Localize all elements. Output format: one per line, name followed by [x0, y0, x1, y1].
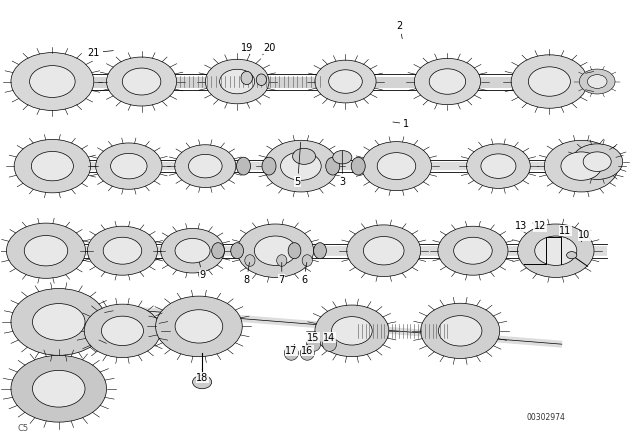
Text: C5: C5: [17, 424, 28, 433]
Circle shape: [333, 151, 352, 164]
Circle shape: [254, 236, 296, 265]
Circle shape: [175, 238, 210, 263]
Text: 21: 21: [88, 47, 113, 58]
Text: 18: 18: [196, 369, 208, 383]
Text: 7: 7: [278, 263, 285, 284]
Text: 5: 5: [294, 142, 301, 187]
Circle shape: [315, 60, 376, 103]
Ellipse shape: [231, 243, 244, 259]
Ellipse shape: [245, 255, 255, 266]
Text: 14: 14: [323, 332, 336, 343]
Ellipse shape: [300, 346, 314, 360]
Circle shape: [511, 55, 588, 108]
Text: 8: 8: [244, 263, 250, 284]
Circle shape: [583, 152, 611, 172]
Circle shape: [332, 317, 372, 345]
Circle shape: [362, 142, 431, 190]
Circle shape: [6, 223, 86, 278]
Ellipse shape: [256, 74, 266, 86]
Circle shape: [566, 252, 577, 259]
Ellipse shape: [241, 71, 252, 85]
Text: 13: 13: [515, 221, 527, 231]
Circle shape: [237, 224, 314, 277]
Circle shape: [429, 69, 466, 94]
Circle shape: [84, 304, 161, 358]
Circle shape: [106, 57, 177, 106]
Ellipse shape: [307, 337, 321, 351]
Circle shape: [188, 155, 222, 178]
Circle shape: [364, 237, 404, 265]
Circle shape: [264, 140, 338, 192]
Circle shape: [175, 145, 236, 188]
Circle shape: [420, 303, 500, 358]
Circle shape: [193, 375, 212, 389]
Ellipse shape: [351, 157, 365, 175]
Text: 6: 6: [301, 263, 307, 284]
Circle shape: [33, 370, 85, 407]
Ellipse shape: [262, 157, 276, 175]
Ellipse shape: [314, 243, 326, 259]
Ellipse shape: [276, 255, 287, 266]
Text: 00302974: 00302974: [527, 413, 566, 422]
Circle shape: [205, 59, 269, 104]
Circle shape: [175, 310, 223, 343]
Circle shape: [220, 69, 255, 94]
Text: 20: 20: [262, 43, 275, 55]
Text: 10: 10: [579, 230, 591, 242]
Text: 16: 16: [301, 344, 314, 356]
Ellipse shape: [212, 243, 225, 259]
Circle shape: [315, 305, 389, 357]
Text: 12: 12: [534, 221, 546, 231]
Circle shape: [588, 75, 607, 88]
Circle shape: [103, 237, 141, 264]
Circle shape: [329, 70, 362, 93]
Circle shape: [280, 152, 321, 181]
Circle shape: [101, 316, 143, 345]
Text: 3: 3: [339, 151, 346, 187]
Circle shape: [33, 304, 85, 340]
Circle shape: [535, 236, 577, 265]
Circle shape: [88, 226, 157, 275]
Ellipse shape: [302, 255, 312, 266]
Ellipse shape: [284, 346, 298, 360]
Circle shape: [14, 139, 91, 193]
Circle shape: [529, 67, 570, 96]
Circle shape: [561, 152, 602, 181]
Circle shape: [454, 237, 492, 264]
Circle shape: [122, 68, 161, 95]
Circle shape: [31, 151, 74, 181]
Text: 11: 11: [559, 226, 572, 239]
Circle shape: [572, 144, 623, 180]
Circle shape: [481, 154, 516, 178]
Circle shape: [377, 153, 416, 180]
Text: 9: 9: [199, 263, 205, 280]
Circle shape: [518, 224, 594, 277]
Circle shape: [96, 143, 162, 189]
Circle shape: [438, 226, 508, 275]
Circle shape: [161, 228, 225, 273]
Ellipse shape: [326, 157, 340, 175]
Circle shape: [544, 140, 618, 192]
Text: 17: 17: [285, 344, 298, 356]
Circle shape: [579, 69, 615, 94]
Circle shape: [11, 355, 106, 422]
Circle shape: [467, 144, 531, 188]
Circle shape: [29, 65, 75, 98]
Circle shape: [11, 289, 106, 355]
Ellipse shape: [288, 243, 301, 259]
Circle shape: [11, 52, 94, 111]
Circle shape: [347, 225, 420, 276]
Circle shape: [24, 236, 68, 266]
Circle shape: [292, 148, 316, 164]
Ellipse shape: [323, 337, 337, 351]
Text: 19: 19: [241, 43, 253, 55]
Circle shape: [414, 58, 481, 105]
Circle shape: [111, 153, 147, 179]
Text: 1: 1: [393, 119, 409, 129]
Circle shape: [438, 316, 482, 346]
Text: 15: 15: [307, 332, 320, 343]
Text: 2: 2: [397, 21, 403, 39]
Ellipse shape: [237, 157, 250, 175]
Circle shape: [156, 296, 243, 357]
